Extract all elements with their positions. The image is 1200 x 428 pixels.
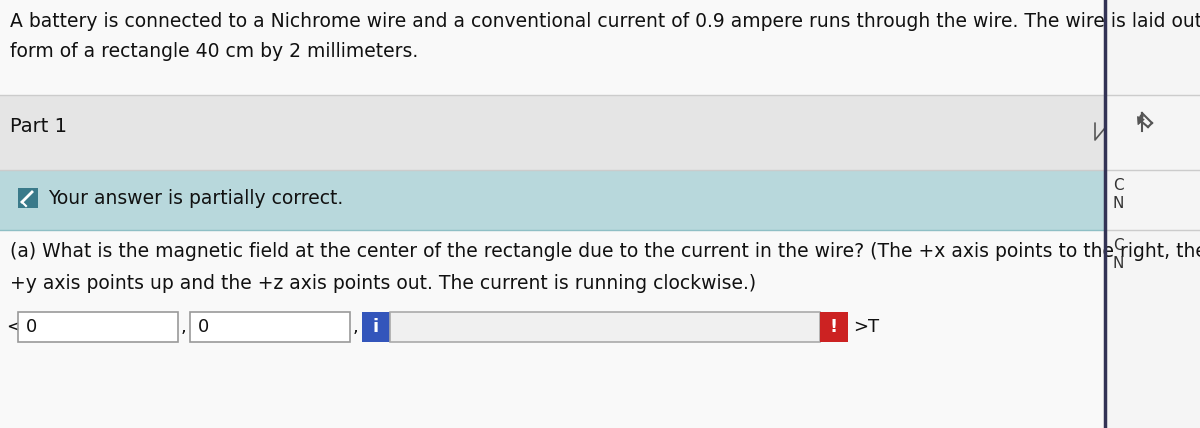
- Text: Your answer is partially correct.: Your answer is partially correct.: [48, 189, 343, 208]
- Text: ,: ,: [353, 318, 359, 336]
- Bar: [820, 312, 848, 342]
- Text: >T: >T: [853, 318, 880, 336]
- Text: Part 1: Part 1: [10, 117, 67, 136]
- Text: form of a rectangle 40 cm by 2 millimeters.: form of a rectangle 40 cm by 2 millimete…: [10, 42, 419, 61]
- Text: ,: ,: [181, 318, 187, 336]
- Bar: [0, 95, 1105, 170]
- Text: +y axis points up and the +z axis points out. The current is running clockwise.): +y axis points up and the +z axis points…: [10, 274, 756, 293]
- Bar: [190, 312, 350, 342]
- Text: i: i: [373, 318, 379, 336]
- Bar: [362, 312, 390, 342]
- Bar: [0, 170, 1105, 230]
- Bar: [390, 312, 820, 342]
- Text: C: C: [1114, 178, 1123, 193]
- Text: C: C: [1114, 238, 1123, 253]
- Text: N: N: [1114, 256, 1124, 271]
- Bar: [1105, 0, 1200, 428]
- Text: 0: 0: [26, 318, 37, 336]
- Text: N: N: [1114, 196, 1124, 211]
- Bar: [0, 0, 1105, 95]
- Text: (a) What is the magnetic field at the center of the rectangle due to the current: (a) What is the magnetic field at the ce…: [10, 242, 1200, 261]
- Bar: [0, 230, 1105, 428]
- Text: !: !: [830, 318, 838, 336]
- Text: A battery is connected to a Nichrome wire and a conventional current of 0.9 ampe: A battery is connected to a Nichrome wir…: [10, 12, 1200, 31]
- Bar: [18, 188, 38, 208]
- Bar: [18, 312, 178, 342]
- Text: <: <: [6, 318, 22, 336]
- Text: 0: 0: [198, 318, 209, 336]
